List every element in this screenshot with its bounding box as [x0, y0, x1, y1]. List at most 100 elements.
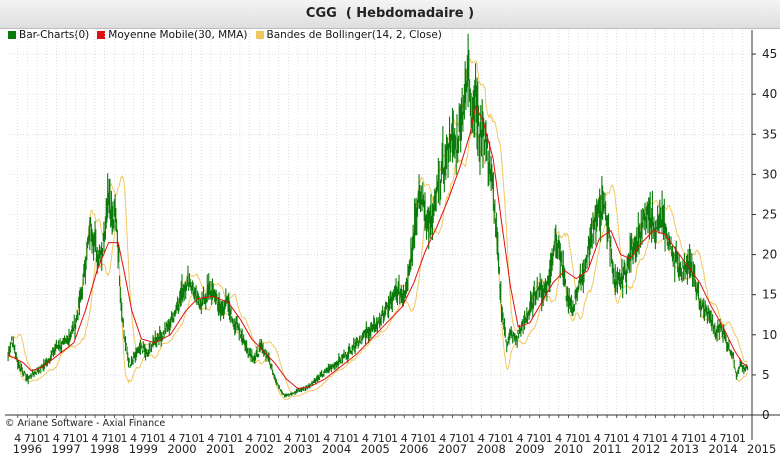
month-tick-label: 1 — [584, 432, 591, 445]
month-tick-label: 1 — [121, 432, 128, 445]
bollinger-lower-band — [7, 128, 748, 401]
month-tick-label: 4 — [130, 432, 137, 445]
month-tick-label: 7 — [488, 432, 495, 445]
year-label: 2000 — [167, 442, 196, 455]
month-tick-label: 4 — [633, 432, 640, 445]
month-tick-label: 10 — [726, 432, 740, 445]
month-tick-label: 4 — [478, 432, 485, 445]
month-tick-label: 10 — [610, 432, 624, 445]
month-tick-label: 7 — [372, 432, 379, 445]
month-tick-label: 10 — [532, 432, 546, 445]
year-label: 2001 — [206, 442, 235, 455]
month-tick-label: 10 — [571, 432, 585, 445]
year-label: 2009 — [515, 442, 544, 455]
month-tick-label: 1 — [159, 432, 166, 445]
month-tick-label: 7 — [333, 432, 340, 445]
month-tick-label: 4 — [362, 432, 369, 445]
year-label: 2008 — [477, 442, 506, 455]
month-tick-label: 1 — [391, 432, 398, 445]
month-tick-label: 7 — [410, 432, 417, 445]
month-tick-label: 10 — [339, 432, 353, 445]
year-label: 1998 — [90, 442, 119, 455]
month-tick-label: 10 — [262, 432, 276, 445]
month-tick-label: 4 — [285, 432, 292, 445]
month-tick-label: 10 — [301, 432, 315, 445]
y-tick-label: 20 — [762, 248, 777, 262]
legend-item-bars: Bar-Charts(0) — [8, 29, 89, 41]
month-tick-label: 7 — [178, 432, 185, 445]
legend-label: Moyenne Mobile(30, MMA) — [108, 29, 248, 41]
month-tick-label: 4 — [323, 432, 330, 445]
month-tick-label: 7 — [642, 432, 649, 445]
y-tick-label: 0 — [762, 408, 770, 422]
month-tick-label: 1 — [352, 432, 359, 445]
year-label: 1996 — [13, 442, 42, 455]
y-tick-label: 30 — [762, 167, 777, 181]
month-tick-label: 10 — [146, 432, 160, 445]
legend-item-bollinger: Bandes de Bollinger(14, 2, Close) — [255, 29, 442, 41]
y-tick-label: 10 — [762, 328, 777, 342]
month-tick-label: 10 — [687, 432, 701, 445]
month-tick-label: 1 — [82, 432, 89, 445]
month-tick-label: 7 — [720, 432, 727, 445]
month-tick-label: 7 — [294, 432, 301, 445]
month-tick-label: 4 — [207, 432, 214, 445]
month-tick-label: 4 — [246, 432, 253, 445]
month-tick-label: 10 — [455, 432, 469, 445]
month-tick-label: 1 — [546, 432, 553, 445]
legend-swatch-icon — [97, 31, 106, 39]
y-tick-label: 40 — [762, 87, 777, 101]
legend-label: Bar-Charts(0) — [19, 29, 90, 41]
month-tick-label: 4 — [401, 432, 408, 445]
year-label: 2010 — [554, 442, 583, 455]
month-tick-label: 4 — [594, 432, 601, 445]
month-tick-label: 7 — [217, 432, 224, 445]
y-tick-label: 15 — [762, 288, 777, 302]
month-tick-label: 4 — [169, 432, 176, 445]
year-label: 2007 — [438, 442, 467, 455]
month-tick-label: 7 — [256, 432, 263, 445]
title-bar: CGG ( Hebdomadaire ) — [0, 0, 780, 29]
month-tick-label: 7 — [526, 432, 533, 445]
month-tick-label: 7 — [604, 432, 611, 445]
year-label: 1997 — [51, 442, 80, 455]
month-tick-label: 10 — [30, 432, 44, 445]
month-tick-label: 4 — [92, 432, 99, 445]
year-label: 2002 — [245, 442, 274, 455]
month-tick-label: 10 — [417, 432, 431, 445]
month-tick-label: 1 — [198, 432, 205, 445]
month-tick-label: 1 — [314, 432, 321, 445]
y-tick-label: 25 — [762, 207, 777, 221]
copyright-notice: © Ariane Software - Axial Finance — [5, 418, 166, 429]
month-tick-label: 7 — [63, 432, 70, 445]
month-tick-label: 7 — [449, 432, 456, 445]
month-tick-label: 7 — [101, 432, 108, 445]
month-tick-label: 4 — [517, 432, 524, 445]
y-tick-label: 5 — [762, 368, 770, 382]
month-tick-label: 1 — [739, 432, 746, 445]
year-label: 1999 — [129, 442, 158, 455]
year-label: 2013 — [670, 442, 699, 455]
month-tick-label: 4 — [439, 432, 446, 445]
year-label: 2014 — [708, 442, 737, 455]
month-tick-label: 7 — [565, 432, 572, 445]
month-tick-label: 1 — [623, 432, 630, 445]
month-tick-label: 4 — [671, 432, 678, 445]
legend-swatch-icon — [8, 31, 16, 39]
month-tick-label: 4 — [555, 432, 562, 445]
legend: Bar-Charts(0) Moyenne Mobile(30, MMA) Ba… — [8, 28, 442, 42]
y-tick-label: 45 — [762, 47, 777, 61]
month-tick-label: 4 — [710, 432, 717, 445]
year-label: 2005 — [361, 442, 390, 455]
year-label: 2015 — [747, 442, 776, 455]
legend-item-moving-average: Moyenne Mobile(30, MMA) — [97, 29, 248, 41]
month-tick-label: 10 — [494, 432, 508, 445]
legend-label: Bandes de Bollinger(14, 2, Close) — [266, 29, 442, 41]
year-label: 2006 — [399, 442, 428, 455]
month-tick-label: 1 — [275, 432, 282, 445]
month-tick-label: 4 — [53, 432, 60, 445]
month-tick-label: 7 — [140, 432, 147, 445]
month-tick-label: 7 — [681, 432, 688, 445]
month-tick-label: 10 — [648, 432, 662, 445]
